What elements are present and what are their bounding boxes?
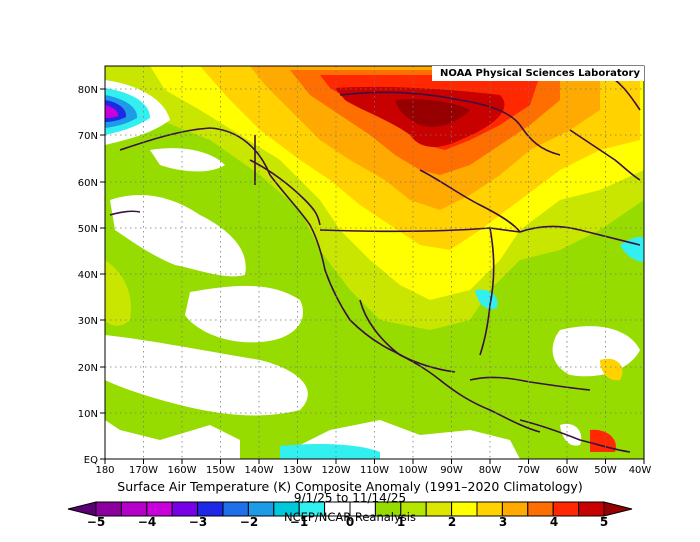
tick-marks bbox=[100, 88, 645, 464]
colorbar-label: 2 bbox=[448, 515, 456, 529]
colorbar-label: −5 bbox=[87, 515, 105, 529]
lat-label: 30N bbox=[78, 316, 98, 327]
lon-label: 100W bbox=[399, 465, 428, 476]
colorbar-label: −2 bbox=[240, 515, 258, 529]
lon-label: 140W bbox=[245, 465, 274, 476]
lat-labels: 80N 70N 60N 50N 40N 30N 20N 10N EQ bbox=[78, 85, 98, 466]
colorbar-label: 5 bbox=[600, 515, 608, 529]
lat-label: 20N bbox=[78, 363, 98, 374]
lon-label: 60W bbox=[556, 465, 579, 476]
lat-label: 50N bbox=[78, 224, 98, 235]
map-title: Surface Air Temperature (K) Composite An… bbox=[117, 479, 583, 494]
lon-label: 90W bbox=[440, 465, 463, 476]
lat-label: EQ bbox=[84, 455, 98, 466]
lat-label: 10N bbox=[78, 409, 98, 420]
lon-label: 50W bbox=[594, 465, 617, 476]
colorbar bbox=[67, 501, 633, 517]
lab-banner: NOAA Physical Sciences Laboratory bbox=[432, 66, 644, 81]
colorbar-label: −3 bbox=[189, 515, 207, 529]
lon-label: 120W bbox=[322, 465, 351, 476]
colorbar-label: 1 bbox=[397, 515, 405, 529]
lon-label: 110W bbox=[360, 465, 389, 476]
date-range: 9/1/25 to 11/14/25 bbox=[293, 491, 407, 505]
graticule bbox=[105, 66, 644, 459]
lat-label: 80N bbox=[78, 85, 98, 96]
lon-label: 150W bbox=[206, 465, 235, 476]
lat-label: 60N bbox=[78, 178, 98, 189]
lon-label: 170W bbox=[129, 465, 158, 476]
colorbar-label: 3 bbox=[499, 515, 507, 529]
colorbar-label: 4 bbox=[550, 515, 558, 529]
colorbar-label: −1 bbox=[290, 515, 308, 529]
lat-label: 70N bbox=[78, 131, 98, 142]
lab-name: NOAA Physical Sciences Laboratory bbox=[439, 68, 640, 79]
lon-label: 180 bbox=[95, 465, 114, 476]
lon-label: 70W bbox=[517, 465, 540, 476]
lat-label: 40N bbox=[78, 270, 98, 281]
colorbar-high-arrow bbox=[603, 501, 633, 517]
lon-label: 40W bbox=[629, 465, 652, 476]
lon-label: 130W bbox=[283, 465, 312, 476]
lon-label: 160W bbox=[168, 465, 197, 476]
colorbar-label: −4 bbox=[138, 515, 156, 529]
lon-label: 80W bbox=[479, 465, 502, 476]
data-source: NCEP/NCAR Reanalysis bbox=[284, 510, 416, 524]
lon-labels: 180 170W 160W 150W 140W 130W 120W 110W 1… bbox=[95, 465, 651, 476]
colorbar-label: 0 bbox=[346, 515, 354, 529]
colorbar-labels: −5 −4 −3 −2 −1 0 1 2 3 4 5 bbox=[87, 515, 608, 529]
coastlines bbox=[109, 69, 641, 453]
